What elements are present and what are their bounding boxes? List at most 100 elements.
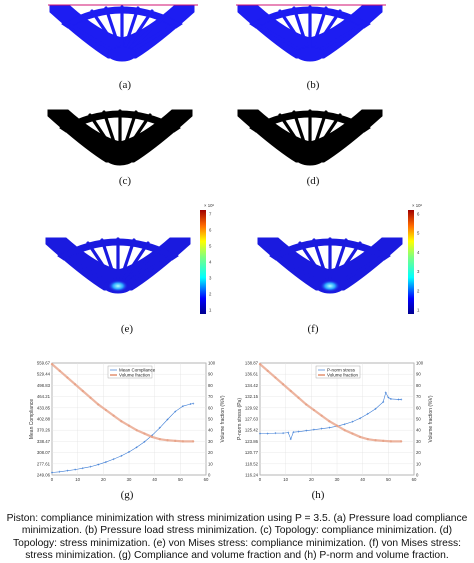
figure-e-von-mises-compliance (44, 236, 192, 294)
chart-g-ytick: 433.85 (37, 405, 51, 410)
chart-h-y2tick: 50 (416, 417, 421, 422)
chart-g-ytick: 249.06 (37, 473, 51, 478)
chart-g-xtick: 0 (51, 477, 54, 482)
chart-h-point (328, 426, 331, 429)
chart-h-point (366, 412, 369, 415)
chart-g-legend (107, 365, 153, 379)
label-f: (f) (307, 323, 319, 335)
chart-h-y2tick: 20 (416, 450, 421, 455)
chart-g-point (192, 440, 195, 443)
chart-h-point (259, 432, 261, 435)
colorbar-e-tick: 1 (209, 308, 212, 313)
chart-h-point (389, 397, 392, 400)
chart-h-point (400, 440, 403, 443)
colorbar-e-exponent: × 10⁶ (204, 203, 214, 208)
colorbar-f-exponent: × 10⁶ (412, 203, 422, 208)
chart-g-ytick: 277.61 (37, 461, 51, 466)
chart-h-y2tick: 40 (416, 428, 421, 433)
chart-g-point (104, 461, 107, 464)
chart-h-y2tick: 0 (416, 473, 419, 478)
chart-g-y2tick: 70 (208, 394, 213, 399)
chart-h-ytick: 123.86 (245, 439, 259, 444)
chart-g-ytick: 338.47 (37, 439, 51, 444)
chart-g-point (81, 389, 84, 393)
chart-h-point (320, 414, 323, 417)
chart-h-xtick: 10 (283, 477, 288, 482)
label-e: (e) (120, 323, 134, 335)
label-b: (b) (306, 79, 320, 91)
chart-h-point (400, 398, 403, 401)
chart-h-point (282, 383, 285, 386)
chart-g-y2tick: 20 (208, 450, 213, 455)
label-g: (g) (120, 489, 134, 501)
chart-h-point (266, 369, 269, 372)
chart-h-point (351, 432, 354, 435)
chart-g-xtick: 60 (204, 477, 209, 482)
chart-h-legend-entry: Volume fraction (327, 373, 359, 378)
colorbar-f-tick: 6 (417, 212, 420, 217)
chart-g-point (97, 463, 100, 466)
chart-h-y2tick: 10 (416, 461, 421, 466)
chart-g-point (158, 426, 161, 429)
chart-g-point (192, 402, 195, 405)
chart-g-y2tick: 40 (208, 428, 213, 433)
chart-g-y2tick: 100 (208, 361, 216, 366)
chart-g-y2tick: 10 (208, 461, 213, 466)
colorbar-e-tick: 2 (209, 292, 212, 297)
chart-h-y2tick: 70 (416, 394, 421, 399)
chart-g-point (158, 438, 161, 441)
chart-h-ytick: 138.87 (245, 361, 259, 366)
chart-h-point (359, 435, 362, 439)
chart-h-xtick: 60 (412, 477, 417, 482)
chart-g-point (174, 410, 177, 413)
chart-h-point (343, 429, 346, 432)
chart-g-xtick: 30 (127, 477, 132, 482)
colorbar-e-tick: 6 (209, 228, 212, 233)
chart-h-point (297, 396, 300, 399)
figure-d-topology-stress (236, 108, 384, 166)
chart-g-point (112, 458, 115, 461)
chart-g-point (120, 420, 123, 423)
chart-h-point (297, 430, 300, 433)
colorbar-e-tick: 5 (209, 244, 212, 249)
chart-g-compliance-volume: 559.67 529.44 498.83 464.21 433.85 402.88 370.… (29, 361, 226, 483)
chart-g-point (58, 369, 61, 372)
chart-h-ytick: 127.63 (245, 417, 259, 422)
label-c: (c) (118, 175, 132, 187)
chart-h-point (312, 408, 315, 412)
chart-h-legend (315, 365, 361, 379)
chart-g-point (97, 403, 100, 406)
chart-g-point (128, 450, 130, 453)
chart-g-ytick: 529.44 (37, 372, 51, 377)
chart-g-point (74, 468, 77, 471)
chart-h-y2label: Volume fraction (%V) (428, 395, 434, 442)
chart-g-y2tick: 50 (208, 417, 213, 422)
chart-h-point (374, 439, 377, 442)
chart-h-point (282, 432, 285, 435)
chart-g-point (89, 396, 92, 399)
chart-g-xtick: 20 (101, 477, 106, 482)
chart-h-point (289, 438, 292, 441)
chart-h-point (328, 420, 331, 423)
chart-h-y2tick: 100 (416, 361, 424, 366)
chart-g-xtick: 40 (152, 477, 157, 482)
colorbar-e-tick: 7 (209, 212, 212, 217)
chart-g-point (143, 432, 146, 435)
chart-h-ytick: 120.77 (245, 450, 259, 455)
chart-h-point (366, 438, 369, 441)
chart-h-point (335, 424, 339, 427)
chart-h-ytick: 132.15 (245, 394, 259, 399)
chart-h-xtick: 40 (360, 477, 365, 482)
chart-h-y2tick: 90 (416, 372, 421, 377)
chart-g-point (81, 467, 84, 470)
chart-h-point (258, 363, 262, 366)
figure-a-pressure-load-compliance (48, 4, 198, 62)
chart-g-point (151, 435, 154, 439)
chart-h-ylabel: P-norm stress (Pa) (237, 398, 243, 440)
chart-h-y2tick: 30 (416, 439, 421, 444)
chart-g-point (104, 408, 107, 412)
chart-g-xtick: 10 (75, 477, 80, 482)
label-h: (h) (311, 489, 325, 501)
figure-c-topology-compliance (46, 108, 194, 166)
chart-h-xtick: 0 (259, 477, 262, 482)
